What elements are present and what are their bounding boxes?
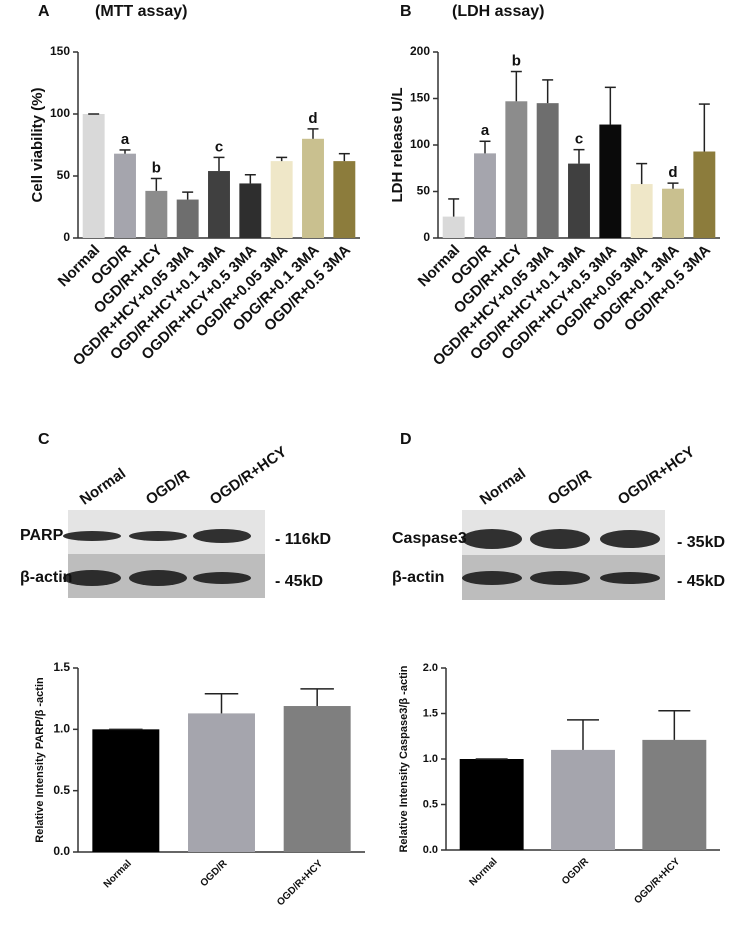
- significance-letter: a: [121, 131, 130, 148]
- x-tick-label: Normal: [468, 856, 500, 888]
- x-tick-label: OGD/R+HCY: [632, 856, 682, 906]
- y-tick-label: 1.5: [423, 707, 438, 719]
- blot-band: [129, 570, 187, 586]
- bar: [82, 114, 105, 238]
- y-tick-label: 1.0: [423, 753, 438, 765]
- bar: [693, 151, 716, 238]
- y-tick-label: 200: [410, 44, 430, 58]
- blot-band: [193, 529, 251, 543]
- y-tick-label: 1.5: [53, 660, 70, 674]
- row-label: PARP: [20, 527, 64, 544]
- significance-letter: a: [481, 122, 490, 139]
- bar: [642, 739, 707, 850]
- blot-band: [530, 571, 590, 585]
- significance-letter: b: [512, 52, 521, 69]
- bar: [176, 199, 199, 238]
- panel-label: B: [400, 3, 412, 20]
- bar: [662, 188, 684, 238]
- bar: [302, 138, 324, 238]
- bar: [505, 101, 528, 238]
- panel-label: C: [38, 431, 50, 448]
- significance-letter: c: [215, 138, 223, 155]
- y-tick-label: 0.5: [53, 783, 70, 797]
- lane-label: Normal: [77, 465, 129, 509]
- chart-title: (MTT assay): [95, 3, 187, 20]
- bar: [114, 153, 136, 238]
- size-label: - 116kD: [275, 531, 331, 548]
- row-label: β-actin: [20, 569, 72, 586]
- y-tick-label: 50: [417, 184, 431, 198]
- significance-letter: c: [575, 131, 583, 148]
- lane-label: OGD/R: [545, 466, 595, 508]
- y-tick-label: 2.0: [423, 662, 438, 674]
- y-tick-label: 0: [423, 230, 430, 244]
- y-tick-label: 150: [50, 44, 70, 58]
- y-tick-label: 0: [63, 230, 70, 244]
- row-label: Caspase3: [392, 530, 467, 547]
- bar: [568, 163, 590, 238]
- lane-label: OGD/R: [143, 466, 193, 508]
- size-label: - 45kD: [275, 573, 323, 590]
- chart-title: (LDH assay): [452, 3, 544, 20]
- lane-label: OGD/R+HCY: [615, 443, 698, 508]
- significance-letter: b: [152, 159, 161, 176]
- y-tick-label: 1.0: [53, 722, 70, 736]
- significance-letter: d: [668, 164, 677, 181]
- bar: [239, 183, 262, 238]
- panel-label: A: [38, 3, 50, 20]
- x-tick-label: OGD/R: [199, 858, 231, 890]
- blot-band: [600, 572, 660, 584]
- x-tick-label: OGD/R+HCY: [275, 858, 325, 908]
- bar: [442, 216, 465, 238]
- blot-band: [462, 571, 522, 585]
- y-axis-label: Cell viability (%): [29, 87, 46, 202]
- y-axis-label: Relative Intensity PARP/β -actin: [34, 677, 46, 843]
- y-tick-label: 0.0: [53, 844, 70, 858]
- y-tick-label: 50: [57, 168, 71, 182]
- size-label: - 35kD: [677, 534, 725, 551]
- bar: [283, 706, 351, 852]
- x-tick-label: OGD/R: [560, 856, 592, 888]
- bar: [599, 124, 622, 238]
- y-tick-label: 0.5: [423, 798, 438, 810]
- bar: [536, 103, 559, 239]
- y-axis-label: Relative Intensity Caspase3/β -actin: [398, 665, 410, 852]
- bar: [551, 749, 615, 850]
- bar: [92, 729, 160, 852]
- y-tick-label: 100: [50, 106, 70, 120]
- blot-band: [530, 529, 590, 549]
- significance-letter: d: [308, 110, 317, 127]
- blot-band: [600, 530, 660, 548]
- size-label: - 45kD: [677, 573, 725, 590]
- y-tick-label: 0.0: [423, 844, 438, 856]
- y-tick-label: 150: [410, 91, 430, 105]
- bar: [270, 161, 293, 238]
- blot-band: [462, 529, 522, 549]
- bar: [459, 759, 524, 850]
- row-label: β-actin: [392, 569, 444, 586]
- bar: [188, 713, 255, 852]
- bar: [630, 184, 653, 238]
- bar: [208, 171, 230, 238]
- blot-band: [63, 531, 121, 541]
- y-axis-label: LDH release U/L: [389, 87, 406, 202]
- bar: [333, 161, 356, 238]
- lane-label: OGD/R+HCY: [207, 443, 290, 508]
- x-tick-label: Normal: [102, 858, 134, 890]
- blot-band: [193, 572, 251, 584]
- panel-label: D: [400, 431, 412, 448]
- blot-band: [129, 531, 187, 541]
- bar: [474, 153, 496, 238]
- blot-band: [63, 570, 121, 586]
- y-tick-label: 100: [410, 137, 430, 151]
- bar: [145, 190, 168, 238]
- lane-label: Normal: [477, 465, 529, 509]
